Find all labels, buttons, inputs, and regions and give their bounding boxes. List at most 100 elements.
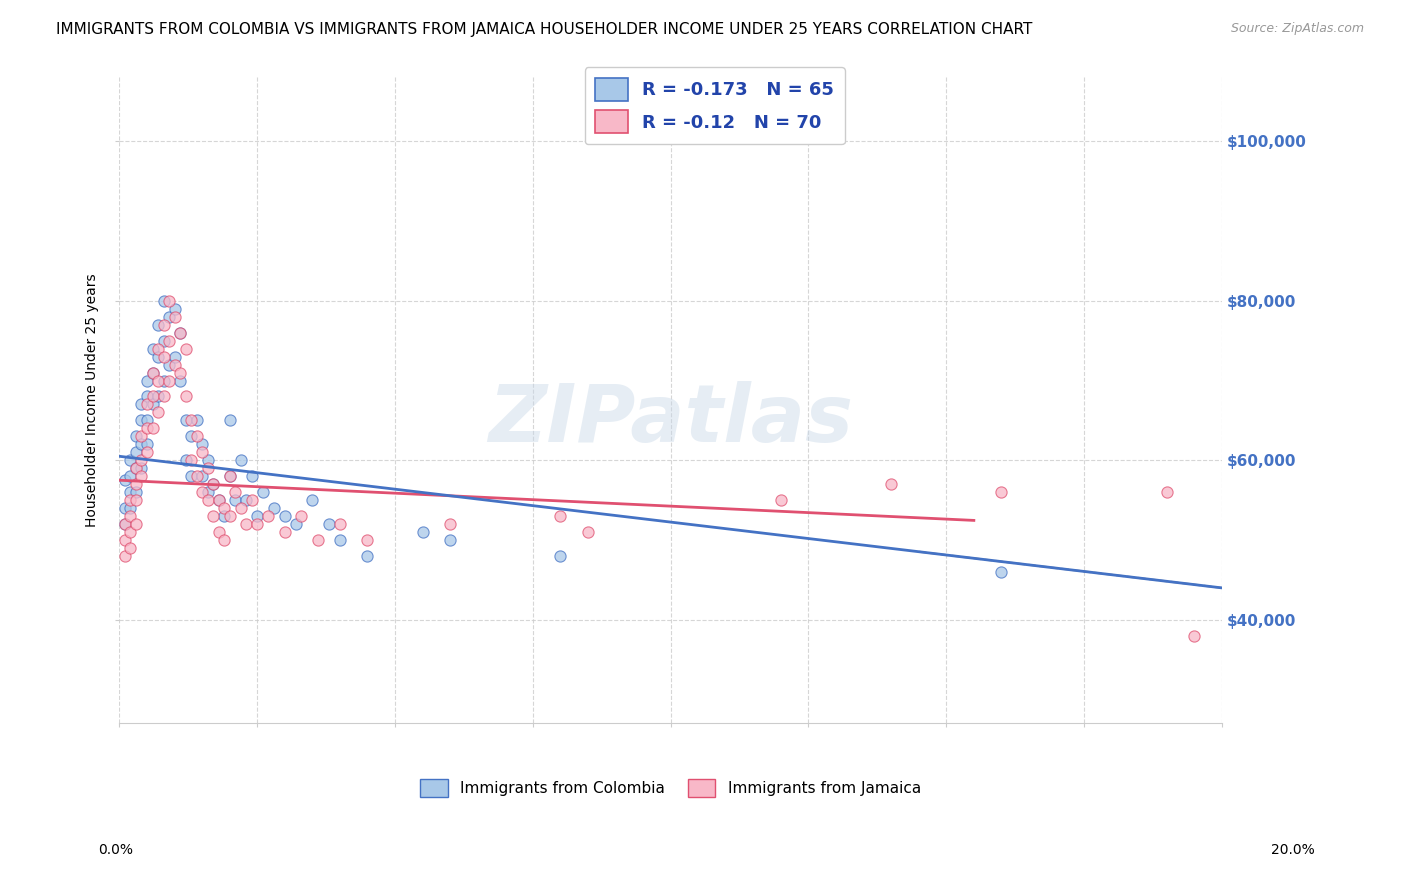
Point xyxy=(169,326,191,340)
Point xyxy=(274,509,297,524)
Point xyxy=(125,485,148,500)
Point xyxy=(136,445,159,459)
Point xyxy=(412,524,434,539)
Point xyxy=(246,517,269,532)
Point xyxy=(212,501,235,516)
Point xyxy=(439,517,461,532)
Point xyxy=(218,469,240,483)
Point xyxy=(274,524,297,539)
Point xyxy=(146,374,169,388)
Point xyxy=(307,533,329,547)
Text: ZIPatlas: ZIPatlas xyxy=(488,381,853,458)
Point xyxy=(180,413,202,427)
Point xyxy=(120,469,142,483)
Point xyxy=(263,501,285,516)
Point xyxy=(141,397,163,411)
Point xyxy=(439,533,461,547)
Point xyxy=(290,509,312,524)
Point xyxy=(152,318,174,332)
Point xyxy=(114,473,136,487)
Point xyxy=(356,549,378,563)
Point xyxy=(235,517,257,532)
Point xyxy=(136,397,159,411)
Point xyxy=(235,493,257,508)
Point xyxy=(114,549,136,563)
Point xyxy=(218,413,240,427)
Point xyxy=(163,358,186,372)
Point xyxy=(141,366,163,380)
Point xyxy=(212,509,235,524)
Point xyxy=(152,293,174,308)
Y-axis label: Householder Income Under 25 years: Householder Income Under 25 years xyxy=(86,274,100,527)
Point xyxy=(157,374,180,388)
Text: Source: ZipAtlas.com: Source: ZipAtlas.com xyxy=(1230,22,1364,36)
Point xyxy=(125,429,148,443)
Point xyxy=(114,533,136,547)
Point xyxy=(990,565,1012,579)
Point xyxy=(141,421,163,435)
Point xyxy=(191,485,214,500)
Point xyxy=(218,469,240,483)
Point xyxy=(152,350,174,364)
Point xyxy=(191,445,214,459)
Point xyxy=(284,517,307,532)
Point xyxy=(169,366,191,380)
Point xyxy=(197,485,219,500)
Point xyxy=(180,453,202,467)
Point xyxy=(131,437,153,451)
Point xyxy=(120,501,142,516)
Point xyxy=(125,461,148,475)
Point xyxy=(146,318,169,332)
Point xyxy=(141,366,163,380)
Point xyxy=(218,509,240,524)
Point xyxy=(174,389,197,403)
Point xyxy=(257,509,280,524)
Point xyxy=(197,493,219,508)
Point xyxy=(191,469,214,483)
Point xyxy=(174,342,197,356)
Point xyxy=(224,493,246,508)
Point xyxy=(550,549,572,563)
Point xyxy=(125,477,148,491)
Legend: Immigrants from Colombia, Immigrants from Jamaica: Immigrants from Colombia, Immigrants fro… xyxy=(415,773,927,803)
Point xyxy=(157,293,180,308)
Point xyxy=(174,453,197,467)
Point xyxy=(157,358,180,372)
Point xyxy=(246,509,269,524)
Point xyxy=(141,342,163,356)
Point xyxy=(120,509,142,524)
Point xyxy=(131,413,153,427)
Point xyxy=(202,477,225,491)
Point xyxy=(120,493,142,508)
Point xyxy=(208,493,231,508)
Point xyxy=(136,374,159,388)
Point xyxy=(240,469,263,483)
Point xyxy=(202,477,225,491)
Point xyxy=(169,326,191,340)
Point xyxy=(169,374,191,388)
Point xyxy=(125,461,148,475)
Point xyxy=(136,413,159,427)
Point xyxy=(131,429,153,443)
Point xyxy=(186,429,208,443)
Point xyxy=(152,389,174,403)
Point xyxy=(180,429,202,443)
Point xyxy=(163,310,186,324)
Point xyxy=(202,509,225,524)
Point xyxy=(120,541,142,555)
Point xyxy=(356,533,378,547)
Point xyxy=(550,509,572,524)
Point xyxy=(229,501,252,516)
Point xyxy=(125,517,148,532)
Point xyxy=(186,413,208,427)
Point xyxy=(141,389,163,403)
Point xyxy=(208,524,231,539)
Point xyxy=(191,437,214,451)
Point xyxy=(576,524,599,539)
Point xyxy=(120,453,142,467)
Point xyxy=(212,533,235,547)
Point xyxy=(136,421,159,435)
Point xyxy=(125,493,148,508)
Text: 20.0%: 20.0% xyxy=(1271,843,1315,857)
Point xyxy=(146,405,169,419)
